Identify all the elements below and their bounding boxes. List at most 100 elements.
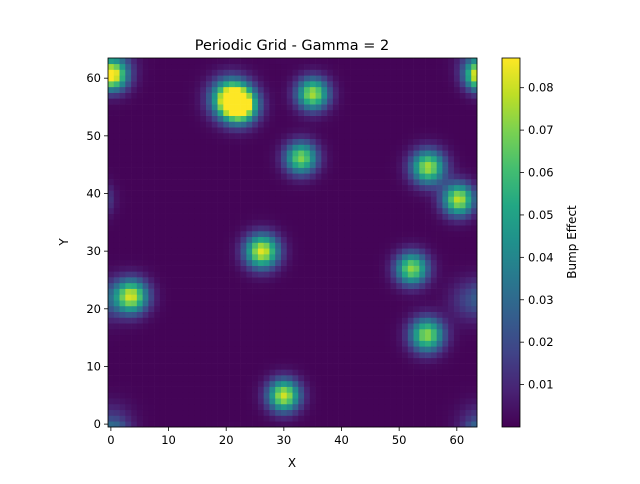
heatmap-cell — [373, 230, 380, 238]
heatmap-cell — [286, 127, 293, 134]
heatmap-cell — [304, 207, 311, 214]
heatmap-cell — [165, 179, 172, 186]
heatmap-cell — [211, 403, 218, 411]
heatmap-cell — [223, 357, 230, 364]
heatmap-cell — [465, 340, 472, 347]
heatmap-cell — [459, 305, 466, 312]
heatmap-cell — [378, 58, 386, 65]
heatmap-cell — [131, 144, 138, 151]
heatmap-cell — [200, 317, 207, 324]
heatmap-cell — [108, 375, 115, 382]
heatmap-cell — [327, 58, 334, 65]
heatmap-cell — [182, 386, 190, 393]
heatmap-cell — [396, 81, 403, 88]
heatmap-cell — [263, 380, 270, 387]
y-tick-label: 40 — [86, 186, 101, 200]
heatmap-cell — [425, 179, 432, 186]
heatmap-cell — [344, 236, 351, 243]
heatmap-cell — [108, 190, 115, 197]
heatmap-cell — [407, 248, 414, 255]
heatmap-cell — [211, 132, 218, 140]
heatmap-cell — [396, 156, 403, 163]
heatmap-cell — [309, 104, 316, 111]
heatmap-cell — [142, 213, 149, 220]
heatmap-cell — [344, 132, 351, 140]
heatmap-cell — [246, 334, 253, 341]
heatmap-cell — [154, 98, 161, 105]
heatmap-cell — [298, 179, 305, 186]
heatmap-cell — [194, 219, 201, 226]
heatmap-cell — [263, 340, 270, 347]
heatmap-cell — [200, 196, 207, 203]
heatmap-cell — [234, 219, 241, 226]
heatmap-cell — [298, 121, 305, 128]
heatmap-cell — [350, 288, 357, 295]
heatmap-cell — [298, 403, 305, 411]
heatmap-cell — [309, 300, 316, 307]
heatmap-cell — [246, 346, 253, 353]
heatmap-cell — [136, 375, 143, 382]
heatmap-cell — [206, 184, 213, 191]
heatmap-cell — [367, 81, 374, 88]
heatmap-cell — [234, 328, 241, 336]
heatmap-cell — [402, 121, 409, 128]
heatmap-cell — [338, 369, 345, 376]
heatmap-cell — [200, 58, 207, 65]
heatmap-cell — [350, 386, 357, 393]
heatmap-cell — [269, 92, 276, 99]
x-tick-label: 20 — [219, 433, 234, 447]
heatmap-cell — [350, 369, 357, 376]
heatmap-cell — [182, 277, 190, 284]
heatmap-cell — [459, 207, 466, 214]
heatmap-cell — [465, 109, 472, 116]
heatmap-cell — [223, 75, 230, 82]
heatmap-cell — [304, 138, 311, 145]
heatmap-cell — [240, 265, 247, 272]
heatmap-cell — [384, 334, 391, 341]
heatmap-cell — [206, 328, 213, 336]
heatmap-cell — [142, 380, 149, 387]
heatmap-cell — [332, 127, 339, 134]
heatmap-cell — [252, 184, 259, 191]
heatmap-cell — [200, 207, 207, 214]
heatmap-cell — [257, 248, 264, 255]
heatmap-cell — [384, 242, 391, 249]
heatmap-cell — [263, 161, 270, 168]
heatmap-cell — [280, 150, 288, 157]
heatmap-cell — [292, 386, 299, 393]
heatmap-cell — [154, 415, 161, 422]
heatmap-cell — [182, 392, 190, 399]
heatmap-cell — [419, 340, 426, 347]
heatmap-cell — [442, 150, 449, 157]
heatmap-cell — [223, 248, 230, 255]
heatmap-cell — [436, 328, 443, 336]
heatmap-cell — [159, 294, 166, 301]
heatmap-cell — [223, 375, 230, 382]
heatmap-cell — [182, 132, 190, 140]
heatmap-cell — [200, 311, 207, 318]
heatmap-cell — [436, 300, 443, 307]
heatmap-cell — [223, 398, 230, 405]
heatmap-cell — [136, 386, 143, 393]
heatmap-cell — [384, 282, 391, 289]
heatmap-cell — [471, 109, 478, 116]
heatmap-cell — [459, 161, 466, 168]
heatmap-cell — [430, 421, 437, 428]
heatmap-cell — [188, 340, 195, 347]
heatmap-cell — [148, 421, 155, 428]
heatmap-cell — [206, 398, 213, 405]
heatmap-cell — [384, 219, 391, 226]
heatmap-cell — [309, 167, 316, 174]
heatmap-cell — [125, 58, 132, 65]
heatmap-cell — [263, 92, 270, 99]
heatmap-cell — [448, 109, 455, 116]
heatmap-cell — [148, 161, 155, 168]
heatmap-cell — [367, 421, 374, 428]
heatmap-cell — [361, 92, 368, 99]
heatmap-cell — [453, 357, 461, 364]
heatmap-cell — [344, 63, 351, 70]
heatmap-cell — [338, 352, 345, 359]
heatmap-cell — [165, 346, 172, 353]
heatmap-cell — [269, 300, 276, 307]
heatmap-cell — [373, 63, 380, 70]
